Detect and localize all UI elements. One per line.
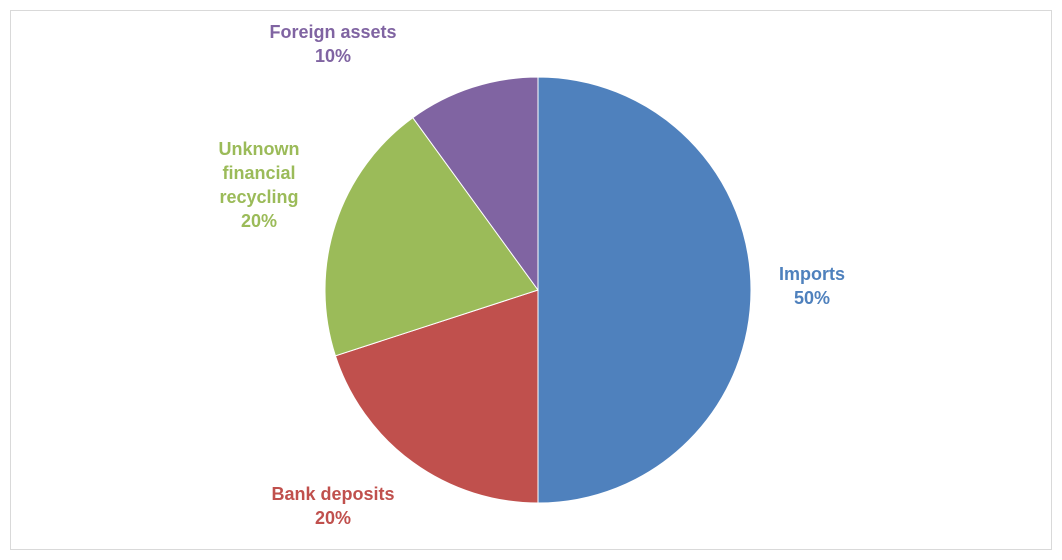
data-label-category: Imports: [779, 264, 845, 284]
pie-slice-bank-deposits: [334, 289, 539, 504]
data-label-category: financial: [222, 163, 295, 183]
data-label-imports: Imports 50%: [779, 264, 845, 308]
pie-slices: [324, 76, 752, 504]
data-label-percent: 20%: [315, 508, 351, 528]
data-label-category: Foreign assets: [269, 22, 396, 42]
data-label-bank-deposits: Bank deposits 20%: [271, 484, 394, 528]
data-label-unknown-financial-recycling: Unknown financial recycling 20%: [219, 139, 300, 231]
data-label-foreign-assets: Foreign assets 10%: [269, 22, 396, 66]
pie-slice-foreign-assets: [412, 76, 539, 292]
data-label-category: Unknown: [219, 139, 300, 159]
pie-slice-unknown-financial-recycling: [324, 116, 539, 357]
pie-data-labels: Imports 50% Bank deposits 20% Unknown financi…: [219, 22, 846, 528]
data-label-category: Bank deposits: [271, 484, 394, 504]
pie-slice-imports: [537, 76, 752, 504]
data-label-category: recycling: [219, 187, 298, 207]
data-label-percent: 50%: [794, 288, 830, 308]
data-label-percent: 10%: [315, 46, 351, 66]
data-label-percent: 20%: [241, 211, 277, 231]
